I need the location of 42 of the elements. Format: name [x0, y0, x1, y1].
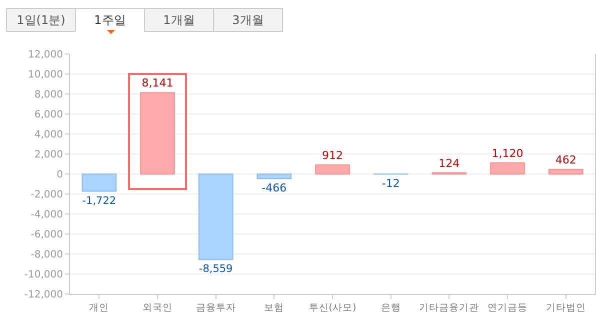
data-label: -466 [262, 182, 287, 195]
x-tick-label: 연기금등 [488, 302, 528, 314]
x-tick-label: 보험 [264, 302, 284, 314]
data-label: 8,141 [142, 76, 174, 90]
x-tick-label: 기타법인 [546, 302, 586, 314]
y-tick-label: 12,000 [28, 50, 63, 60]
text: 1일(1분) [6, 8, 76, 32]
data-label: 124 [438, 156, 460, 170]
y-tick-label: 6,000 [34, 110, 63, 120]
x-tick-label: 외국인 [142, 302, 172, 314]
x-tick-label: 투신(사모) [308, 302, 356, 314]
data-label: 462 [555, 153, 576, 166]
x-tick-label: 은행 [380, 302, 401, 314]
x-tick-label: 기타금융기관 [419, 302, 480, 314]
x-tick-label: 개인 [89, 302, 110, 314]
y-tick-label: -6,000 [30, 230, 63, 240]
y-tick-label: 4,000 [34, 130, 63, 140]
bar [490, 162, 525, 174]
y-tick-label: -2,000 [30, 190, 63, 200]
data-label: -1,722 [82, 194, 116, 207]
text: 1개월 [144, 8, 214, 32]
data-label: -12 [382, 177, 400, 190]
y-tick-label: 8,000 [34, 90, 63, 100]
y-tick-label: -12,000 [24, 290, 63, 300]
y-tick-label: 0 [56, 170, 63, 180]
bar [198, 174, 234, 260]
data-label: 912 [322, 148, 343, 162]
bar [548, 168, 584, 174]
x-tick-label: 금융투자 [196, 302, 236, 314]
data-label: -8,559 [198, 263, 233, 276]
y-tick-label: 2,000 [34, 150, 63, 160]
bar [82, 174, 117, 192]
y-tick-label: 10,000 [28, 70, 63, 80]
bar [315, 164, 350, 174]
bar [140, 92, 175, 174]
data-label: 1,120 [492, 146, 524, 160]
text: 3개월 [213, 8, 283, 32]
bar [256, 174, 292, 180]
y-tick-label: -10,000 [24, 270, 63, 280]
y-tick-label: -8,000 [30, 250, 63, 260]
text: 1주일 [75, 8, 145, 32]
y-tick-label: -4,000 [30, 210, 63, 220]
